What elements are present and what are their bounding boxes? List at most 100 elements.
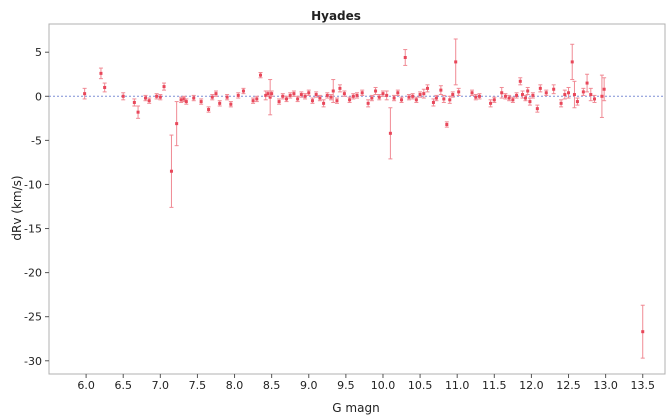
point-marker (370, 96, 374, 100)
point-marker (182, 97, 186, 101)
point-marker (374, 89, 378, 93)
point-marker (448, 98, 452, 102)
data-point (406, 94, 411, 101)
data-point (342, 90, 347, 97)
point-marker (342, 92, 346, 96)
point-marker (431, 100, 435, 104)
point-marker (277, 100, 281, 104)
point-marker (259, 73, 263, 77)
y-tick-label: -20 (24, 267, 42, 280)
point-marker (264, 93, 268, 97)
data-point (291, 90, 296, 97)
data-point (347, 96, 352, 103)
data-point (288, 92, 293, 99)
data-point (82, 87, 87, 100)
point-marker (535, 107, 539, 111)
point-marker (348, 98, 352, 102)
data-point (510, 96, 515, 103)
point-marker (331, 89, 335, 93)
data-point (453, 38, 458, 86)
point-marker (303, 94, 307, 98)
point-marker (366, 101, 370, 105)
point-marker (528, 100, 532, 104)
point-marker (184, 100, 188, 104)
data-point (373, 86, 378, 96)
point-marker (99, 71, 103, 75)
data-point (588, 87, 593, 102)
data-point (538, 84, 543, 93)
data-point (179, 96, 184, 103)
point-marker (400, 98, 404, 102)
data-point (575, 97, 580, 106)
point-marker (296, 97, 300, 101)
point-marker (268, 95, 272, 99)
point-marker (477, 94, 481, 98)
y-axis: 5 0 -5 -10 -15 -20 -25 -30 (24, 46, 49, 368)
point-marker (270, 92, 274, 96)
data-point (299, 91, 304, 98)
y-tick-label: -25 (24, 311, 42, 324)
point-marker (143, 96, 147, 100)
data-point (217, 100, 222, 107)
point-marker (299, 93, 303, 97)
point-marker (236, 93, 240, 97)
point-marker (158, 95, 162, 99)
data-point (317, 94, 322, 102)
point-marker (199, 100, 203, 104)
data-point (280, 93, 285, 100)
data-point (450, 91, 455, 98)
point-marker (147, 99, 151, 103)
data-point (514, 92, 519, 99)
data-point (334, 97, 339, 104)
data-point (431, 98, 436, 107)
x-tick-label: 11.0 (445, 379, 470, 392)
point-marker (474, 95, 478, 99)
point-marker (641, 330, 645, 334)
x-tick-label: 11.5 (482, 379, 507, 392)
point-marker (414, 98, 418, 102)
x-tick-label: 7.0 (152, 379, 170, 392)
chart-title: Hyades (311, 9, 361, 23)
data-point (284, 95, 289, 103)
data-point (121, 92, 126, 101)
data-point (277, 98, 282, 105)
point-marker (407, 95, 411, 99)
point-marker (335, 99, 339, 103)
data-point (530, 92, 535, 99)
point-marker (207, 108, 211, 112)
data-layer (82, 38, 645, 359)
data-point (329, 94, 334, 101)
point-marker (518, 79, 522, 83)
data-point (269, 90, 274, 97)
point-marker (318, 96, 322, 100)
data-point (143, 94, 148, 102)
data-point (418, 91, 423, 98)
data-point (102, 82, 107, 93)
data-point (210, 94, 215, 101)
data-point (184, 98, 189, 105)
point-marker (567, 91, 571, 95)
point-marker (83, 92, 87, 96)
point-marker (322, 101, 326, 105)
data-point (236, 92, 241, 99)
data-point (488, 99, 493, 108)
y-tick-label: 5 (35, 46, 42, 59)
data-point (602, 77, 607, 102)
data-point (535, 104, 540, 113)
data-point (384, 90, 389, 101)
data-point (310, 97, 315, 104)
data-point (499, 86, 504, 99)
point-marker (489, 101, 493, 105)
data-point (355, 92, 359, 99)
data-point (410, 93, 415, 100)
x-tick-label: 8.0 (226, 379, 244, 392)
point-marker (602, 87, 606, 91)
point-marker (531, 93, 535, 97)
x-tick-label: 10.0 (371, 379, 396, 392)
data-point (321, 99, 326, 108)
data-point (331, 79, 336, 103)
data-point (258, 71, 263, 79)
plot-frame (48, 23, 666, 375)
x-axis: 6.0 6.5 7.0 7.5 8.0 8.5 9.0 9.5 10.0 10.5 11.0 11.5… (77, 374, 655, 392)
data-point (162, 82, 167, 91)
